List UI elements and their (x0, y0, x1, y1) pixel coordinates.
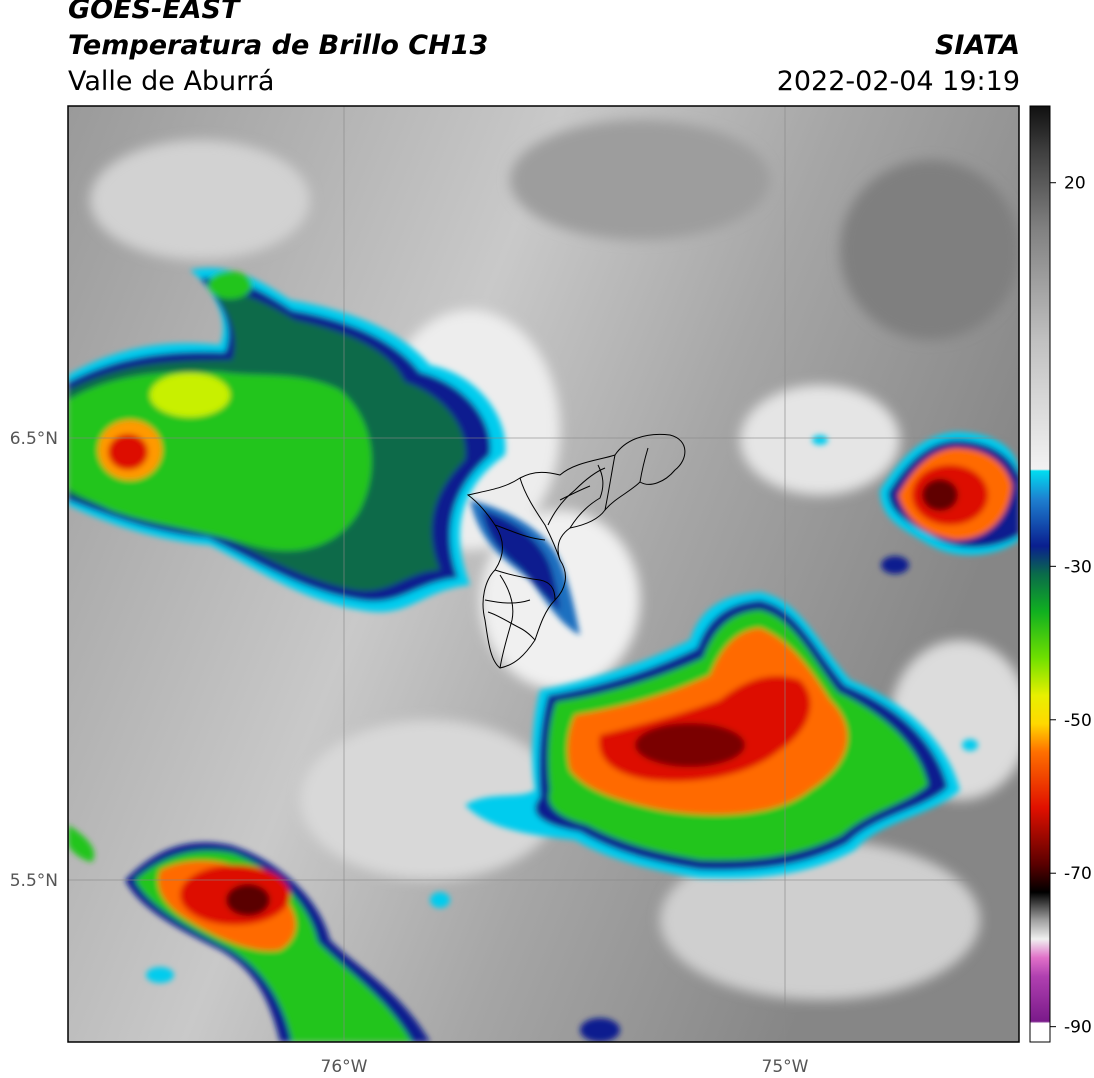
colorbar-tick-label: 20 (1064, 174, 1086, 194)
datetime-label: 2022-02-04 19:19 (776, 66, 1020, 97)
colorbar-ticks: 20 -30 -50 -70 -90 (1050, 174, 1092, 1038)
colorbar-gradient (1030, 106, 1050, 1042)
product-title: Temperatura de Brillo CH13 (68, 30, 489, 61)
storm-cell-central (465, 592, 960, 879)
colorbar-tick-label: -70 (1064, 864, 1092, 884)
lat-label-5.5: 5.5°N (10, 871, 58, 891)
satellite-title: GOES-EAST (68, 0, 240, 25)
valle-aburra-boundaries (466, 433, 686, 669)
colorbar: 20 -30 -50 -70 -90 (1029, 105, 1092, 1043)
storm-cell-east (880, 432, 1019, 574)
lon-label-76: 76°W (321, 1057, 368, 1077)
map-frame (67, 105, 1020, 1043)
latitude-labels: 6.5°N 5.5°N (10, 429, 58, 891)
colorbar-tick-label: -50 (1064, 711, 1092, 731)
longitude-labels: 76°W 75°W (321, 1057, 809, 1077)
lon-label-75: 75°W (762, 1057, 809, 1077)
colorbar-tick-label: -90 (1064, 1018, 1092, 1038)
region-label: Valle de Aburrá (68, 66, 275, 97)
storm-tail (470, 500, 580, 635)
graticule (68, 106, 1019, 1042)
storm-cell-west (68, 268, 506, 613)
satellite-image (68, 106, 1019, 1042)
org-label: SIATA (934, 30, 1020, 61)
colorbar-tick-label: -30 (1064, 557, 1092, 577)
colorbar-frame (1029, 105, 1051, 1043)
lat-label-6.5: 6.5°N (10, 429, 58, 449)
